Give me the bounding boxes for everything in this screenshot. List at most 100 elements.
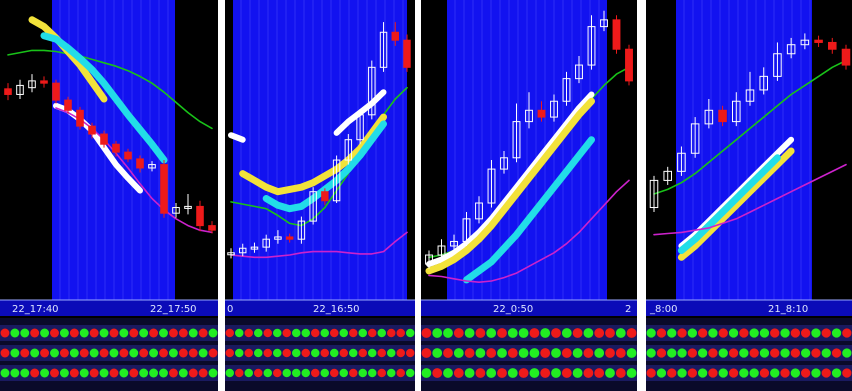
candle-body xyxy=(28,80,36,89)
time-label: 22_16:50 xyxy=(313,304,360,315)
indicator-dot xyxy=(687,348,697,358)
indicator-dot xyxy=(718,328,728,338)
indicator-dot xyxy=(311,348,320,358)
indicator-dot xyxy=(109,328,119,338)
time-label: 21_8:10 xyxy=(768,304,808,315)
candle-body xyxy=(562,78,571,102)
candle-body xyxy=(332,159,341,202)
indicator-dot xyxy=(79,348,89,358)
indicator-dot xyxy=(396,328,405,338)
indicator-dot xyxy=(330,328,339,338)
indicator-dot xyxy=(282,328,291,338)
indicator-dot xyxy=(349,368,358,378)
indicator-dot xyxy=(254,348,263,358)
indicator-dot xyxy=(718,348,728,358)
indicator-dot xyxy=(475,348,486,358)
indicator-dot xyxy=(59,348,69,358)
candle-body xyxy=(16,84,24,95)
indicator-row xyxy=(421,325,637,341)
indicator-dot xyxy=(263,368,272,378)
indicator-dot xyxy=(225,328,234,338)
indicator-dot xyxy=(432,348,443,358)
series-line-cyan xyxy=(40,32,168,164)
time-axis xyxy=(646,300,852,316)
indicator-row xyxy=(421,365,637,381)
indicator-dot xyxy=(311,328,320,338)
indicator-dot xyxy=(69,368,79,378)
indicator-dot xyxy=(301,368,310,378)
indicator-dot xyxy=(708,368,718,378)
indicator-dot xyxy=(188,328,198,338)
candle-body xyxy=(677,152,686,172)
series-line-yellow xyxy=(239,113,387,196)
candle-body xyxy=(250,246,259,250)
indicator-dot xyxy=(594,368,605,378)
indicator-dot xyxy=(749,328,759,338)
candle-body xyxy=(487,168,496,204)
candle-body xyxy=(112,143,120,153)
indicator-dot xyxy=(387,348,396,358)
indicator-dot xyxy=(368,328,377,338)
indicator-dot xyxy=(583,348,594,358)
indicator-dot xyxy=(339,368,348,378)
indicator-dot xyxy=(377,328,386,338)
candle-body xyxy=(475,202,483,220)
candle-body xyxy=(759,75,768,91)
candle-body xyxy=(356,114,364,141)
indicator-dot xyxy=(507,348,518,358)
chart-svg: 22_0:50 2 xyxy=(421,0,637,391)
indicator-row xyxy=(421,345,637,361)
indicator-dot xyxy=(311,368,320,378)
indicator-dot xyxy=(561,328,572,338)
chart-svg: _8:00 21_8:10 xyxy=(646,0,852,391)
candle-body xyxy=(160,164,168,214)
indicator-dot xyxy=(358,328,367,338)
indicator-dot xyxy=(406,368,415,378)
indicator-dot xyxy=(780,368,790,378)
indicator-dot xyxy=(561,368,572,378)
indicator-dot xyxy=(330,348,339,358)
indicator-dot xyxy=(387,328,396,338)
time-label: 22_0:50 xyxy=(493,304,533,315)
indicator-dot xyxy=(330,368,339,378)
indicator-dot xyxy=(821,348,831,358)
indicator-dot xyxy=(69,328,79,338)
indicator-dot xyxy=(244,328,253,338)
indicator-dot xyxy=(20,348,30,358)
indicator-dot xyxy=(698,368,708,378)
indicator-dot xyxy=(770,348,780,358)
indicator-dot xyxy=(507,328,518,338)
indicator-dot xyxy=(178,328,188,338)
indicator-dot xyxy=(540,368,551,378)
indicator-row xyxy=(225,325,415,341)
indicator-dot xyxy=(0,328,10,338)
indicator-dot xyxy=(159,348,168,358)
indicator-dot xyxy=(842,348,852,358)
indicator-dot xyxy=(273,328,282,338)
indicator-dot xyxy=(225,368,234,378)
indicator-dot xyxy=(790,368,800,378)
indicator-dot xyxy=(572,328,583,338)
indicator-dot xyxy=(30,368,40,378)
indicator-dot xyxy=(244,368,253,378)
indicator-dot xyxy=(518,328,529,338)
indicator-dot xyxy=(129,328,139,338)
candle-body xyxy=(124,151,132,160)
indicator-dot xyxy=(739,348,749,358)
indicator-dot xyxy=(529,348,540,358)
indicator-dot xyxy=(320,328,329,338)
candle-body xyxy=(814,39,823,43)
indicator-dot xyxy=(198,368,208,378)
indicator-dot xyxy=(811,348,821,358)
indicator-dot xyxy=(89,348,99,358)
indicator-dot xyxy=(0,348,10,358)
indicator-dot xyxy=(263,328,272,338)
indicator-dot xyxy=(69,348,79,358)
series-ma-magenta xyxy=(653,163,847,236)
indicator-dot xyxy=(159,368,168,378)
indicator-dot xyxy=(188,368,198,378)
indicator-dot xyxy=(396,368,405,378)
candle-body xyxy=(184,205,192,209)
candle-body xyxy=(368,66,376,116)
indicator-dot xyxy=(594,328,605,338)
